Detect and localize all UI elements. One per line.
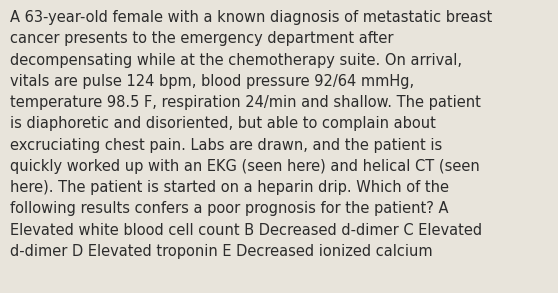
Text: A 63-year-old female with a known diagnosis of metastatic breast
cancer presents: A 63-year-old female with a known diagno… bbox=[10, 10, 492, 259]
